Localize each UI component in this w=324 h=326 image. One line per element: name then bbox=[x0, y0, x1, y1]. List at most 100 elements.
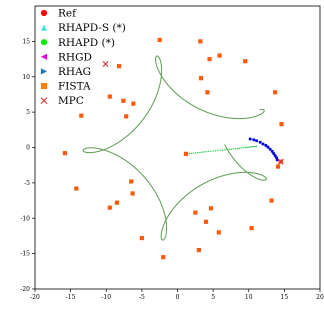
legend: Ref RHAPD-S (*) RHAPD (*) RHGD RHAG FISTA MPC bbox=[40, 8, 126, 107]
legend-label: FISTA bbox=[58, 81, 91, 93]
rhag-marker bbox=[258, 140, 262, 144]
fista-marker bbox=[275, 164, 281, 169]
rhapd-trail-dot bbox=[255, 145, 258, 147]
y-tick-label: 15 bbox=[22, 38, 30, 45]
legend-label: RHAPD (*) bbox=[58, 37, 115, 49]
legend-marker-rhapd-s bbox=[40, 24, 48, 31]
rhapd-trail-dot bbox=[244, 146, 246, 149]
legend-label: Ref bbox=[58, 8, 77, 20]
rhapd-trail-dot bbox=[217, 149, 219, 152]
x-tick-label: -20 bbox=[30, 294, 40, 301]
rhapd-trail-dot bbox=[221, 149, 224, 151]
rhapd-trail-dot bbox=[226, 148, 229, 151]
legend-marker-rhapd bbox=[40, 39, 48, 46]
fista-marker bbox=[208, 206, 214, 211]
rhag-marker bbox=[273, 154, 277, 158]
rhag-marker bbox=[261, 142, 265, 146]
rhag-marker bbox=[268, 147, 272, 151]
y-tick-label: -10 bbox=[20, 215, 30, 222]
rhapd-trail-dot bbox=[205, 151, 207, 153]
legend-label: RHAPD-S (*) bbox=[58, 22, 126, 34]
rhag-marker bbox=[275, 158, 279, 162]
fista-marker bbox=[161, 255, 166, 260]
ref-curve-overlay bbox=[82, 55, 267, 241]
fista-marker bbox=[273, 90, 278, 95]
fista-marker bbox=[216, 230, 221, 235]
fista-marker bbox=[114, 200, 120, 205]
rhapd-trail-dot bbox=[236, 147, 238, 150]
x-tick-label: -10 bbox=[101, 294, 111, 301]
fista-marker bbox=[203, 219, 209, 224]
rhapd-trail-dot bbox=[238, 147, 240, 149]
rhapd-trail-dot bbox=[197, 151, 199, 154]
rhapd-trail-dot bbox=[240, 147, 242, 149]
rhapd-trail-dot bbox=[234, 147, 236, 150]
legend-marker-ref bbox=[40, 9, 48, 17]
fista-marker bbox=[79, 113, 84, 118]
fista-marker bbox=[121, 98, 126, 103]
x-tick-label: -15 bbox=[66, 294, 76, 301]
legend-marker-fista bbox=[40, 82, 48, 90]
rhapd-trail-dot bbox=[192, 152, 195, 154]
fista-marker bbox=[249, 226, 254, 231]
rhapd-trail-dot bbox=[207, 150, 210, 153]
rhapd-trail-dot bbox=[210, 150, 212, 152]
mpc-marker bbox=[277, 158, 284, 165]
y-tick-label: -20 bbox=[20, 286, 30, 293]
y-tick-label: -15 bbox=[20, 251, 30, 258]
legend-marker-rhag bbox=[40, 68, 48, 75]
rhapd-trail-dot bbox=[195, 152, 197, 154]
legend-label: RHAG bbox=[58, 66, 91, 78]
fista-marker bbox=[107, 205, 112, 210]
rhapd-trail-dot bbox=[203, 151, 205, 153]
rhag-marker bbox=[252, 138, 256, 142]
rhag-marker bbox=[255, 139, 259, 143]
legend-label: MPC bbox=[58, 95, 84, 107]
fista-marker bbox=[129, 179, 134, 184]
x-tick-label: -5 bbox=[139, 294, 145, 301]
rhag-marker bbox=[270, 149, 274, 153]
fista-marker bbox=[193, 210, 198, 215]
fista-marker bbox=[279, 122, 284, 127]
rhapd-trail-dot bbox=[230, 148, 233, 150]
rhag-marker bbox=[248, 137, 252, 141]
legend-marker-mpc bbox=[40, 97, 48, 104]
rhapd-trail-dot bbox=[219, 149, 221, 152]
fista-marker bbox=[74, 186, 79, 191]
fista-marker bbox=[243, 59, 248, 64]
rhapd-trail-dot bbox=[188, 152, 191, 155]
fista-marker bbox=[131, 101, 136, 106]
rhapd-trail-dot bbox=[199, 151, 201, 154]
y-tick-label: 0 bbox=[26, 145, 30, 152]
legend-marker-rhgd bbox=[40, 53, 48, 60]
rhapd-trail-dot bbox=[224, 149, 226, 151]
fista-marker bbox=[107, 94, 112, 99]
rhapd-trail-dot bbox=[242, 147, 244, 149]
rhapd-trail-dot bbox=[254, 145, 256, 148]
x-tick-label: 10 bbox=[245, 294, 253, 301]
mpc-marker-stroke bbox=[277, 158, 284, 165]
fista-marker bbox=[198, 39, 203, 44]
rhapd-trail-dot bbox=[247, 146, 249, 148]
rhapd-trail-dot bbox=[251, 146, 254, 148]
data-layer bbox=[62, 37, 284, 260]
fista-marker bbox=[130, 191, 135, 196]
x-tick-label: 20 bbox=[316, 294, 324, 301]
axes-layer: -20 -15 -10 -5 0 5 10 15 20 -20 -15 -10 -5 0 5 10 15 bbox=[20, 38, 324, 301]
rhapd-trail-dot bbox=[214, 150, 217, 152]
mpc-marker-stroke bbox=[102, 61, 109, 68]
fista-marker bbox=[198, 76, 204, 81]
rhapd-trail-dot bbox=[250, 146, 252, 148]
rhag-marker bbox=[272, 152, 276, 156]
rhag-marker bbox=[264, 143, 268, 147]
rhapd-trail-dot bbox=[228, 148, 231, 151]
y-tick-label: 10 bbox=[22, 74, 30, 81]
plot-frame bbox=[34, 5, 321, 290]
fista-marker bbox=[157, 37, 162, 43]
rhapd-trail-dot bbox=[190, 152, 193, 155]
rhapd-trail-dot bbox=[245, 146, 248, 149]
rhapd-trail-dot bbox=[212, 150, 214, 152]
rhapd-trail-dot bbox=[248, 146, 251, 148]
